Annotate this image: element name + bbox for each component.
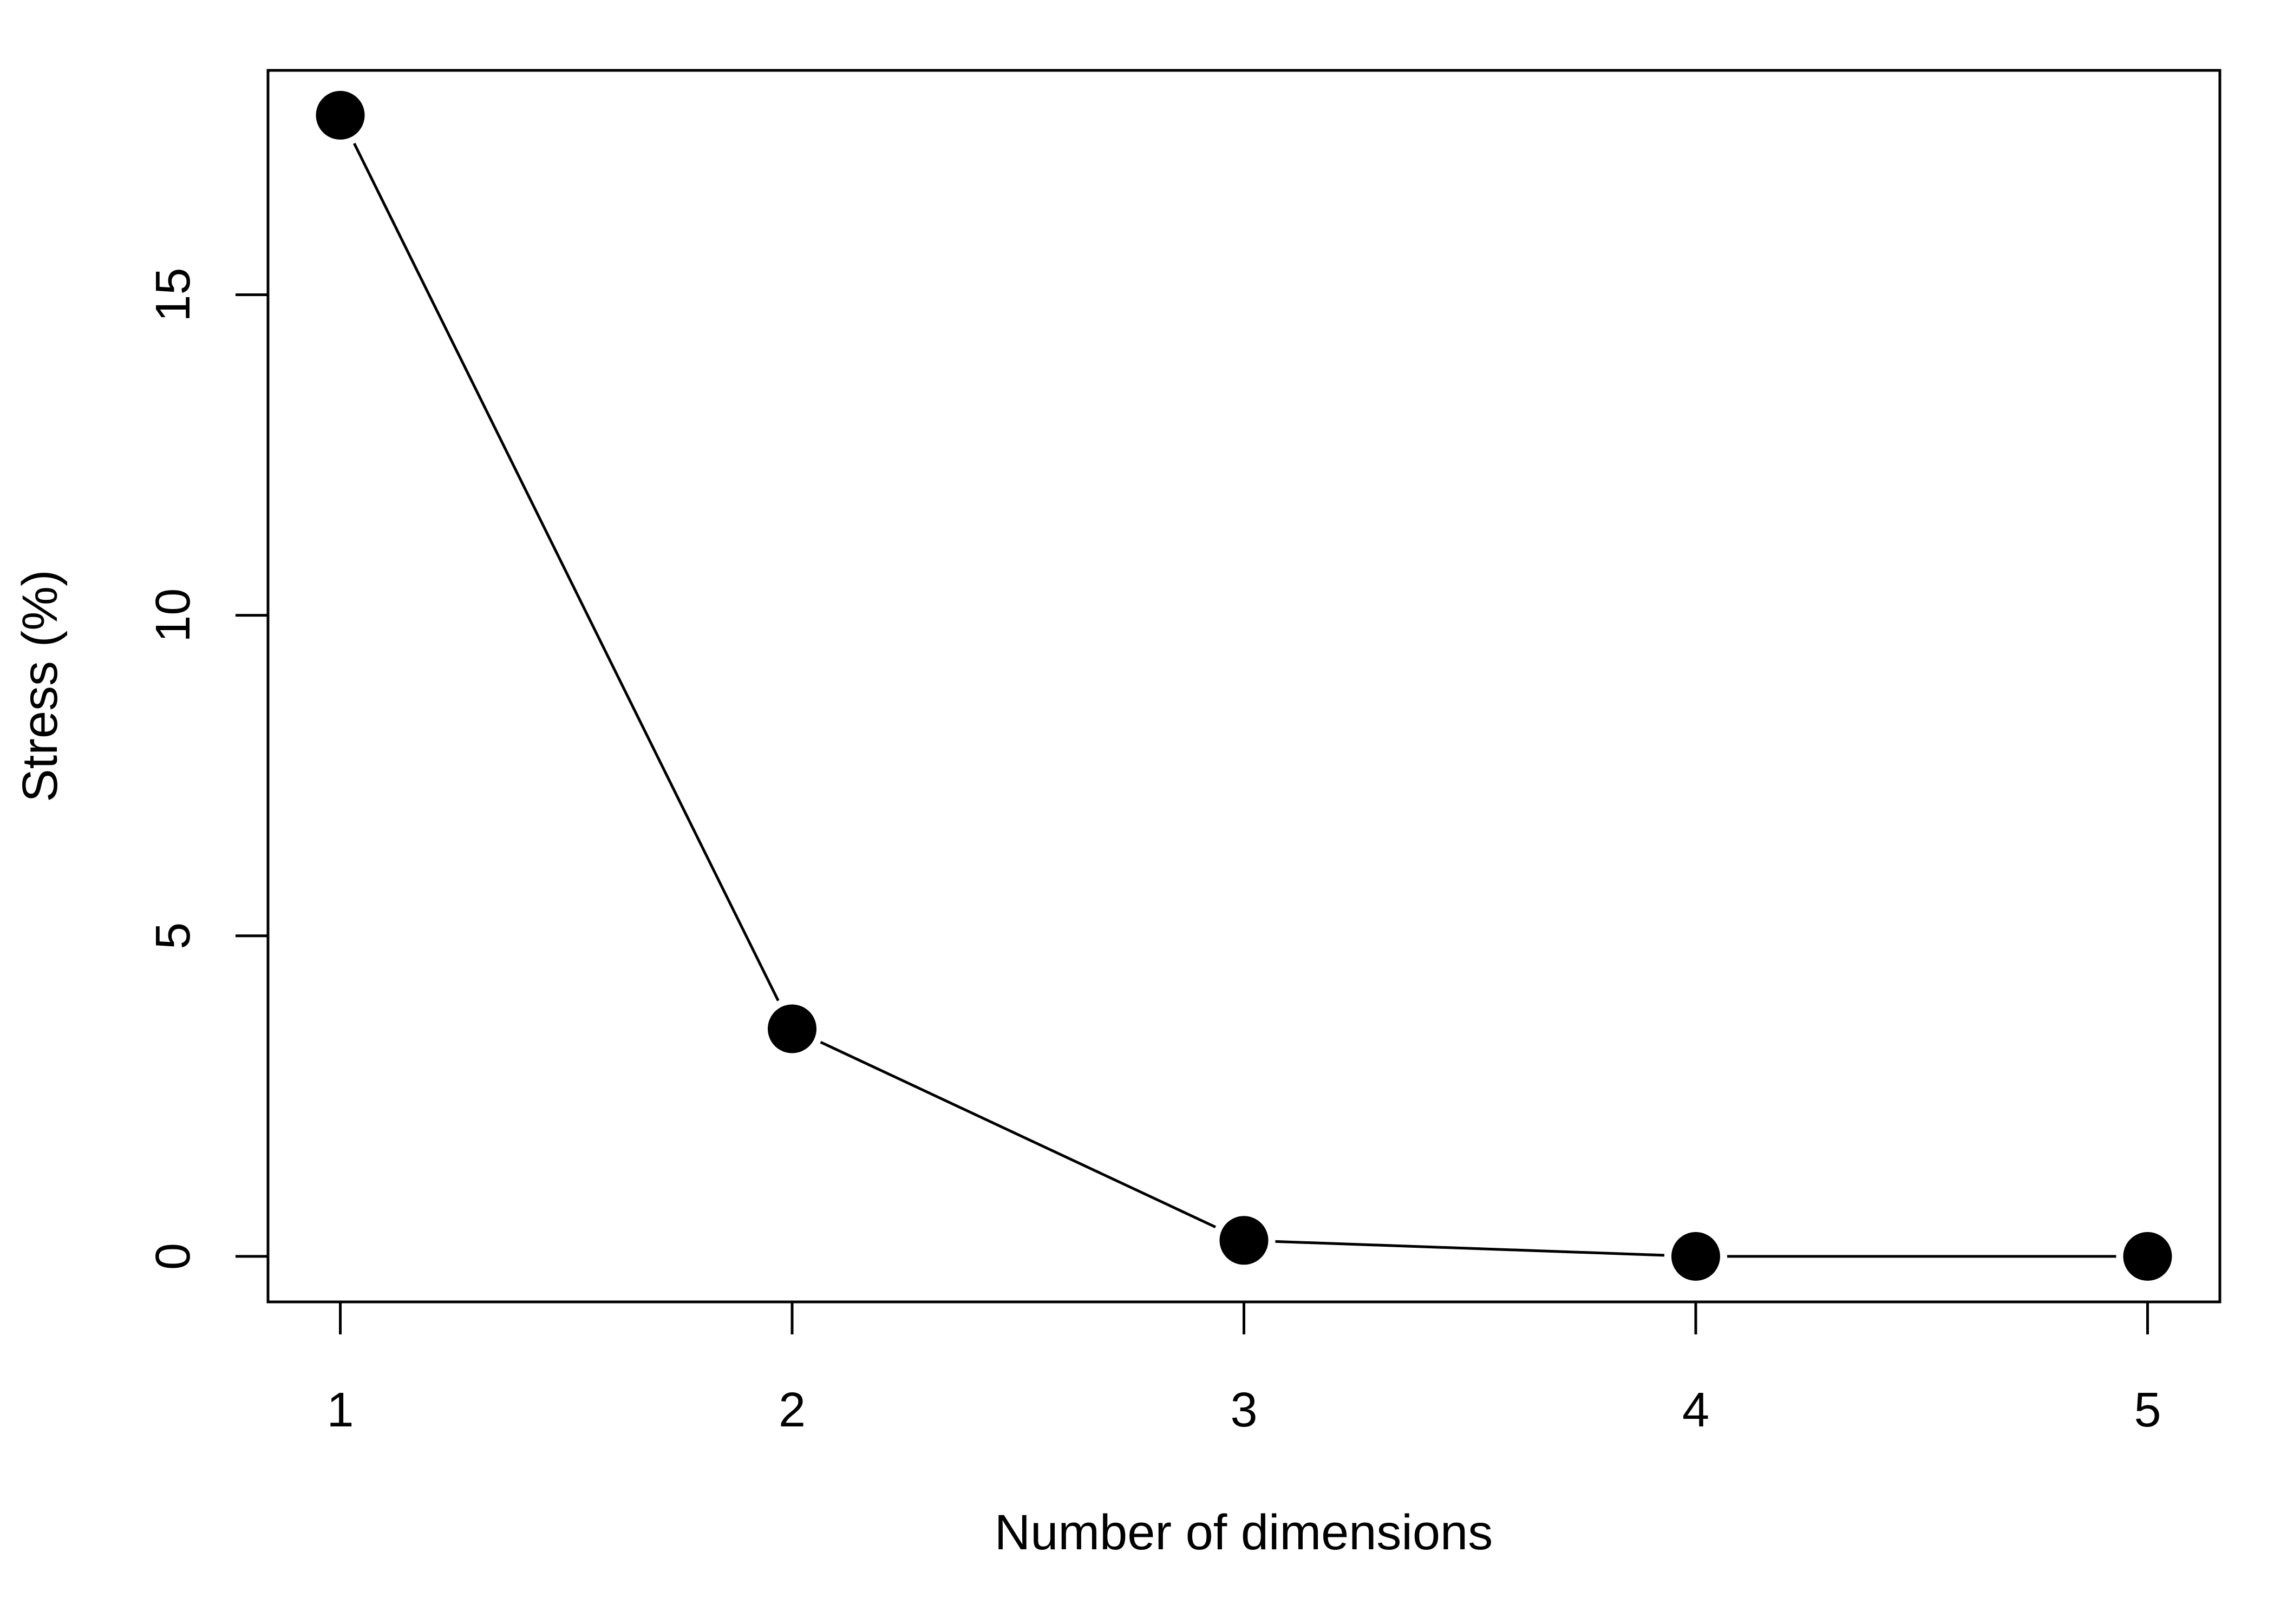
series-0-segment-3 xyxy=(1275,1240,1665,1257)
y-tick-label-10: 10 xyxy=(146,588,200,643)
x-tick-label-3: 3 xyxy=(1230,1383,1257,1437)
x-axis: 1 2 3 4 5 xyxy=(326,1302,2161,1437)
x-tick-label-4: 4 xyxy=(1682,1383,1709,1437)
series-0-segment-2 xyxy=(820,1040,1217,1228)
y-tick-label-0: 0 xyxy=(146,1243,200,1270)
x-tick-label-2: 2 xyxy=(779,1383,806,1437)
x-axis-label: Number of dimensions xyxy=(995,1505,1493,1560)
data-point-4 xyxy=(1671,1232,1720,1281)
series-points xyxy=(316,90,2172,1281)
series-lines xyxy=(352,142,2116,1258)
y-axis-label: Stress (%) xyxy=(12,569,68,802)
data-point-1 xyxy=(316,90,365,140)
data-point-3 xyxy=(1219,1216,1269,1265)
y-tick-label-5: 5 xyxy=(146,922,200,949)
x-tick-label-5: 5 xyxy=(2134,1383,2161,1437)
series-0-segment-1 xyxy=(352,142,780,1001)
x-tick-label-1: 1 xyxy=(326,1383,354,1437)
y-tick-label-15: 15 xyxy=(146,267,200,322)
y-axis: 0 5 10 15 xyxy=(146,267,268,1270)
data-point-5 xyxy=(2123,1232,2172,1281)
data-point-2 xyxy=(768,1004,817,1053)
